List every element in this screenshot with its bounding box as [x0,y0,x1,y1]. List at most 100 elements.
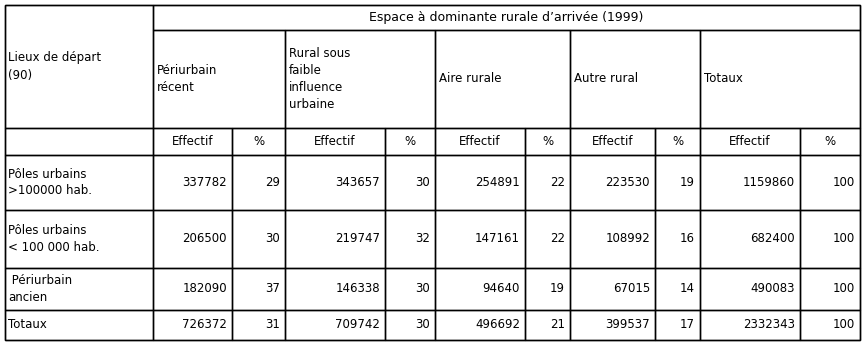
Text: 496692: 496692 [475,318,520,332]
Bar [385,268,435,310]
Text: 100: 100 [833,176,855,189]
Text: Pôles urbains
>100000 hab.: Pôles urbains >100000 hab. [8,168,92,197]
Text: 31: 31 [265,318,280,332]
Text: 254891: 254891 [475,176,520,189]
Bar [525,268,570,310]
Bar [800,155,860,210]
Bar [525,155,570,210]
Text: 206500: 206500 [183,233,227,246]
Text: 67015: 67015 [613,283,650,296]
Bar [435,210,525,268]
Bar [232,210,285,268]
Text: Lieux de départ
(90): Lieux de départ (90) [8,51,101,82]
Bar [435,268,525,310]
Text: 709742: 709742 [335,318,380,332]
Text: Totaux: Totaux [8,318,47,332]
Text: 146338: 146338 [335,283,380,296]
Text: Effectif: Effectif [729,135,771,148]
Bar [5,128,153,155]
Bar [700,310,800,340]
Bar [232,268,285,310]
Text: 22: 22 [550,233,565,246]
Bar [285,210,385,268]
Text: Périurbain
ancien: Périurbain ancien [8,274,72,304]
Text: 16: 16 [680,233,695,246]
Bar [5,268,153,310]
Bar [153,210,232,268]
Bar [570,128,655,155]
Bar [570,210,655,268]
Text: 147161: 147161 [475,233,520,246]
Text: Totaux: Totaux [704,72,743,86]
Text: %: % [672,135,683,148]
Bar [700,210,800,268]
Text: 30: 30 [265,233,280,246]
Text: 682400: 682400 [750,233,795,246]
Text: 343657: 343657 [335,176,380,189]
Text: 490083: 490083 [751,283,795,296]
Bar [232,128,285,155]
Bar [153,155,232,210]
Bar [285,30,435,128]
Bar [232,310,285,340]
Text: 30: 30 [416,318,430,332]
Text: 37: 37 [265,283,280,296]
Bar [153,30,285,128]
Bar [5,210,153,268]
Text: 399537: 399537 [605,318,650,332]
Bar [5,155,153,210]
Text: 19: 19 [550,283,565,296]
Bar [5,5,153,128]
Bar [655,128,700,155]
Bar [435,128,525,155]
Bar [285,155,385,210]
Text: 22: 22 [550,176,565,189]
Bar [385,155,435,210]
Bar [655,268,700,310]
Bar [570,30,700,128]
Text: 29: 29 [265,176,280,189]
Bar [700,30,860,128]
Text: 337782: 337782 [183,176,227,189]
Text: 30: 30 [416,176,430,189]
Bar [800,268,860,310]
Bar [285,310,385,340]
Text: Aire rurale: Aire rurale [439,72,501,86]
Text: 100: 100 [833,233,855,246]
Text: 100: 100 [833,318,855,332]
Text: 21: 21 [550,318,565,332]
Bar [800,128,860,155]
Bar [232,155,285,210]
Text: 223530: 223530 [605,176,650,189]
Bar [385,210,435,268]
Text: 32: 32 [415,233,430,246]
Bar [800,210,860,268]
Text: %: % [824,135,836,148]
Text: %: % [542,135,553,148]
Text: Effectif: Effectif [171,135,213,148]
Text: %: % [253,135,264,148]
Bar [385,128,435,155]
Text: %: % [404,135,416,148]
Bar [5,310,153,340]
Bar [153,5,860,30]
Bar [153,268,232,310]
Bar [700,128,800,155]
Bar [700,268,800,310]
Text: 30: 30 [416,283,430,296]
Text: Rural sous
faible
influence
urbaine: Rural sous faible influence urbaine [289,47,351,111]
Bar [435,310,525,340]
Bar [525,128,570,155]
Text: Effectif: Effectif [591,135,633,148]
Bar [655,155,700,210]
Bar [285,128,385,155]
Bar [435,155,525,210]
Text: Espace à dominante rurale d’arrivée (1999): Espace à dominante rurale d’arrivée (199… [369,11,643,24]
Text: Périurbain
récent: Périurbain récent [157,64,217,94]
Text: 182090: 182090 [183,283,227,296]
Bar [153,128,232,155]
Text: Autre rural: Autre rural [574,72,638,86]
Text: Effectif: Effectif [459,135,501,148]
Bar [700,155,800,210]
Bar [655,310,700,340]
